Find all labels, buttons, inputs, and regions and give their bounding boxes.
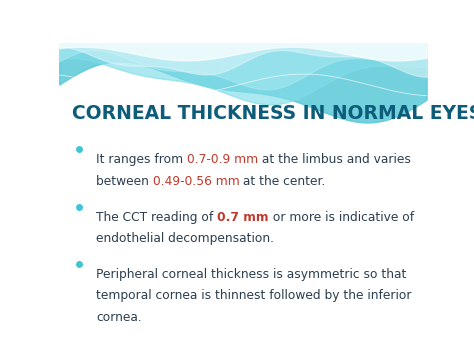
Text: CORNEAL THICKNESS IN NORMAL EYES: CORNEAL THICKNESS IN NORMAL EYES	[72, 104, 474, 123]
Text: at the limbus and varies: at the limbus and varies	[258, 153, 411, 166]
Text: 0.49-0.56 mm: 0.49-0.56 mm	[153, 175, 239, 188]
Text: at the center.: at the center.	[239, 175, 326, 188]
Text: The CCT reading of: The CCT reading of	[96, 211, 217, 224]
Text: Peripheral corneal thickness is asymmetric so that: Peripheral corneal thickness is asymmetr…	[96, 268, 406, 281]
Text: between: between	[96, 175, 153, 188]
Text: endothelial decompensation.: endothelial decompensation.	[96, 232, 274, 245]
Text: It ranges from: It ranges from	[96, 153, 187, 166]
Text: cornea.: cornea.	[96, 311, 142, 324]
Text: or more is indicative of: or more is indicative of	[269, 211, 414, 224]
Text: 0.7-0.9 mm: 0.7-0.9 mm	[187, 153, 258, 166]
Text: 0.7 mm: 0.7 mm	[217, 211, 269, 224]
Text: temporal cornea is thinnest followed by the inferior: temporal cornea is thinnest followed by …	[96, 289, 411, 302]
